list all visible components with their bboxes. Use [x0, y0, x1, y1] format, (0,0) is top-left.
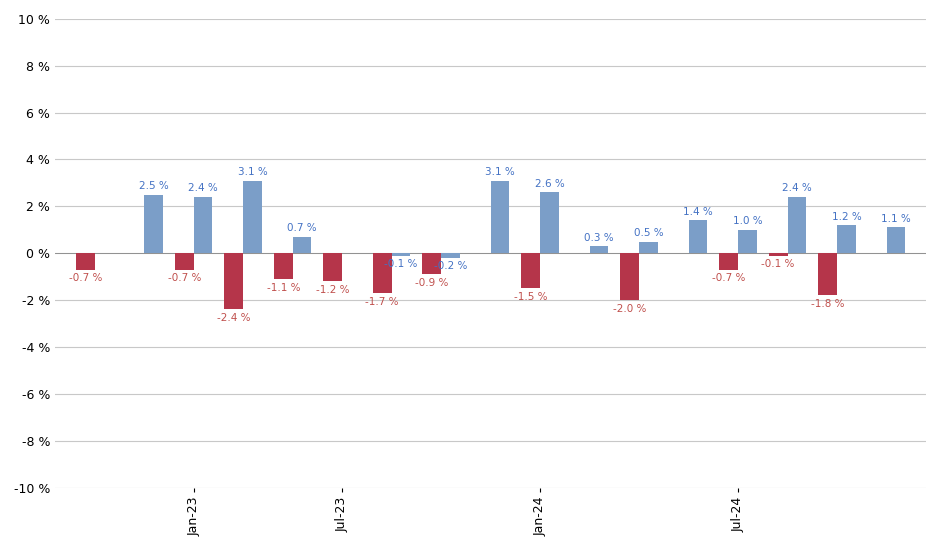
Text: 0.5 %: 0.5 % — [634, 228, 664, 238]
Text: -0.7 %: -0.7 % — [69, 273, 102, 283]
Bar — [589, 246, 608, 253]
Text: -0.2 %: -0.2 % — [434, 261, 467, 272]
Bar — [392, 253, 411, 256]
Text: -0.9 %: -0.9 % — [415, 278, 448, 288]
Text: 2.4 %: 2.4 % — [782, 184, 812, 194]
Bar — [818, 253, 837, 295]
Bar — [194, 197, 212, 253]
Bar — [144, 195, 163, 253]
Text: 0.7 %: 0.7 % — [288, 223, 317, 233]
Bar — [837, 225, 855, 253]
Text: -2.0 %: -2.0 % — [613, 304, 647, 313]
Bar — [738, 230, 757, 253]
Bar — [441, 253, 460, 258]
Text: 1.4 %: 1.4 % — [683, 207, 713, 217]
Text: 1.2 %: 1.2 % — [832, 212, 861, 222]
Text: -0.1 %: -0.1 % — [384, 259, 417, 269]
Bar — [620, 253, 639, 300]
Bar — [719, 253, 738, 270]
Text: -0.1 %: -0.1 % — [761, 259, 795, 269]
Text: -1.7 %: -1.7 % — [366, 296, 399, 306]
Text: 3.1 %: 3.1 % — [238, 167, 268, 177]
Bar — [274, 253, 292, 279]
Text: -0.7 %: -0.7 % — [167, 273, 201, 283]
Bar — [886, 228, 905, 253]
Text: 1.1 %: 1.1 % — [881, 214, 911, 224]
Text: 2.6 %: 2.6 % — [535, 179, 564, 189]
Text: -2.4 %: -2.4 % — [217, 313, 251, 323]
Bar — [225, 253, 243, 310]
Text: -1.2 %: -1.2 % — [316, 285, 350, 295]
Text: -1.8 %: -1.8 % — [811, 299, 844, 309]
Bar — [373, 253, 392, 293]
Bar — [175, 253, 194, 270]
Text: -0.7 %: -0.7 % — [712, 273, 745, 283]
Text: 3.1 %: 3.1 % — [485, 167, 515, 177]
Text: 0.3 %: 0.3 % — [584, 233, 614, 243]
Text: -1.1 %: -1.1 % — [267, 283, 300, 293]
Bar — [689, 221, 708, 253]
Bar — [522, 253, 540, 288]
Bar — [323, 253, 342, 282]
Bar — [788, 197, 807, 253]
Bar — [292, 237, 311, 253]
Bar — [243, 180, 262, 253]
Text: 1.0 %: 1.0 % — [732, 216, 762, 226]
Bar — [540, 192, 559, 253]
Bar — [491, 180, 509, 253]
Text: -1.5 %: -1.5 % — [514, 292, 547, 302]
Text: 2.4 %: 2.4 % — [188, 184, 218, 194]
Bar — [76, 253, 95, 270]
Text: 2.5 %: 2.5 % — [139, 181, 168, 191]
Bar — [422, 253, 441, 274]
Bar — [639, 241, 658, 253]
Bar — [769, 253, 788, 256]
